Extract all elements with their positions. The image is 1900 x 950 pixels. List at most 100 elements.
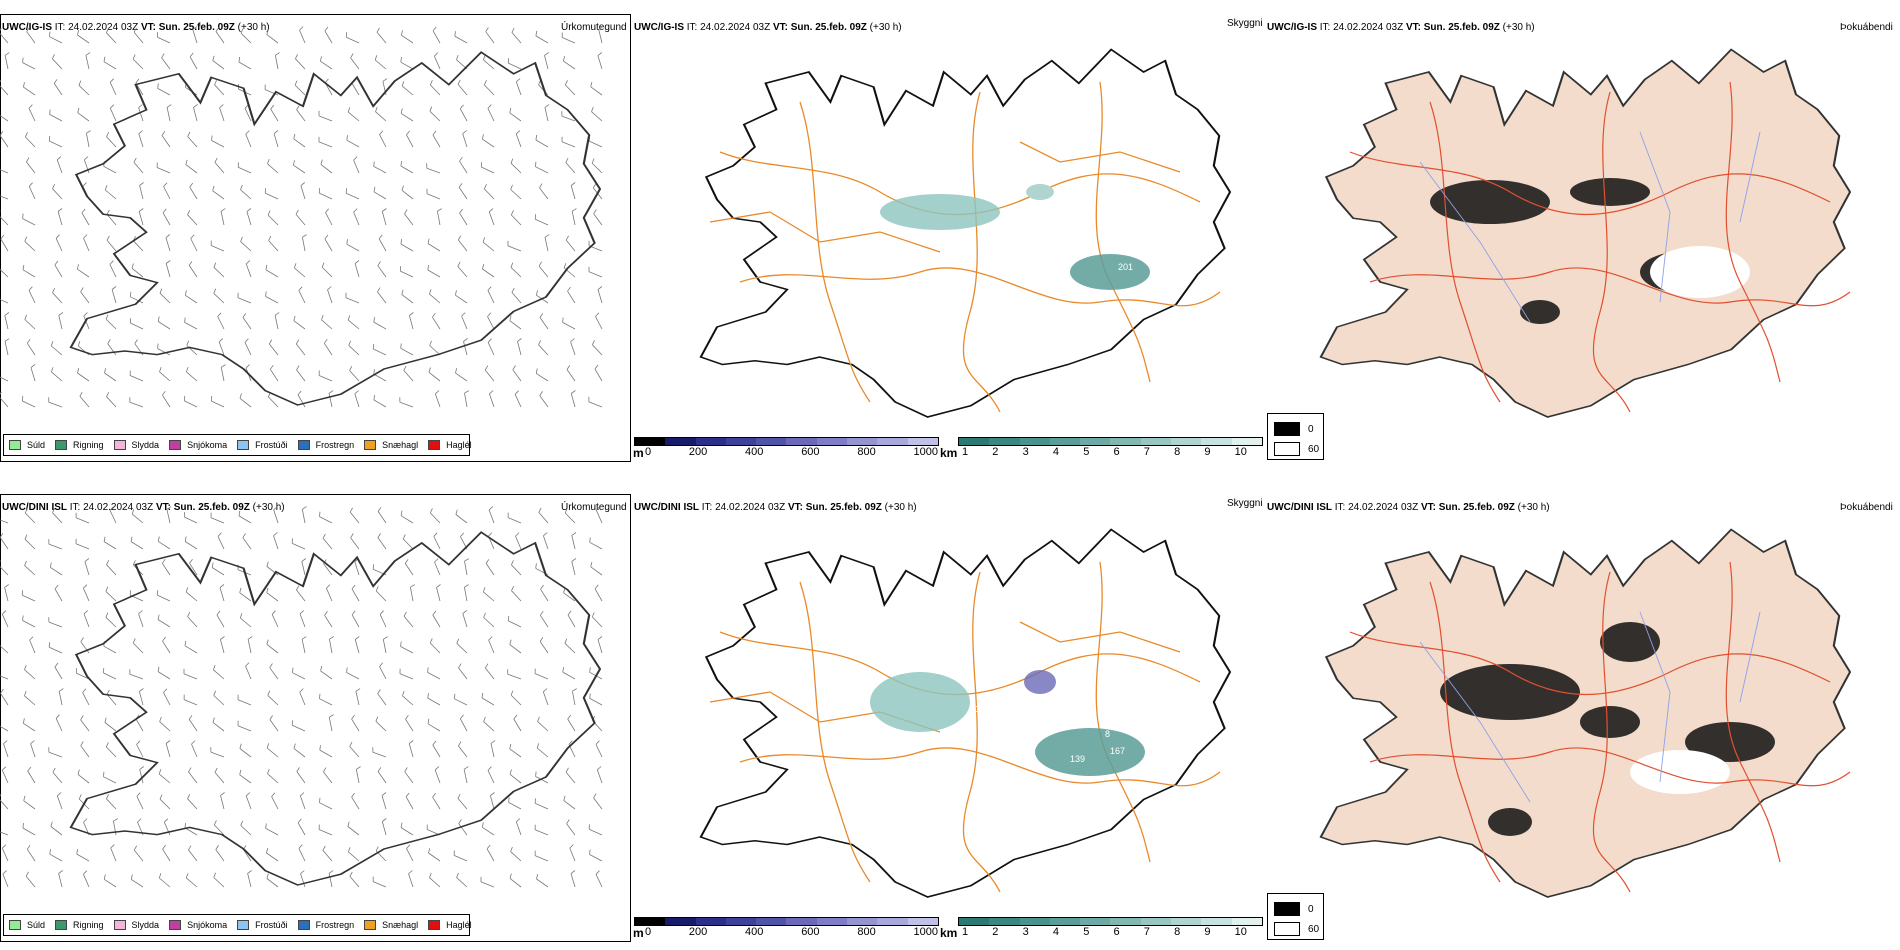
wind-barb — [399, 673, 414, 680]
wind-barb-flag — [512, 365, 516, 370]
wind-barb — [212, 60, 225, 70]
wind-barb — [104, 372, 117, 382]
wind-barb-flag — [293, 133, 296, 139]
wind-barb-flag — [593, 793, 597, 799]
wind-barb-flag — [320, 159, 323, 165]
wind-barb-flag — [132, 638, 136, 644]
wind-barb-flag — [83, 312, 88, 317]
wind-barb — [410, 587, 414, 602]
wind-barb-flag — [268, 235, 272, 241]
wind-barb-flag — [220, 636, 225, 640]
wind-barb-flag — [351, 610, 356, 616]
wind-barb-flag — [482, 237, 485, 243]
wind-barb — [351, 796, 360, 810]
wind-barb-flag — [324, 610, 328, 616]
wind-barb — [373, 348, 387, 356]
wind-barb-flag — [456, 638, 460, 644]
wind-barb-flag — [382, 208, 387, 212]
colorbar-segment — [1080, 918, 1111, 925]
wind-barb-flag — [84, 156, 89, 161]
wind-barb-flag — [244, 338, 249, 343]
wind-barb — [245, 263, 252, 278]
wind-barb-flag — [464, 584, 469, 588]
colorbar-segment — [1019, 438, 1050, 445]
wind-barb-flag — [400, 343, 402, 349]
wind-barb — [80, 291, 90, 304]
colorbar-segment — [1201, 918, 1232, 925]
legend-label: Frostúði — [255, 440, 288, 450]
wind-barb — [269, 719, 279, 732]
wind-barb-flag — [461, 312, 466, 317]
wind-barb-flag — [246, 208, 252, 212]
wind-barb — [1, 770, 9, 784]
wind-barb-flag — [269, 715, 273, 720]
wind-barb-flag — [432, 26, 437, 32]
wind-barb-flag — [271, 610, 276, 615]
wind-barb-flag — [377, 767, 382, 772]
wind-barb-flag — [130, 536, 133, 542]
wind-barb — [22, 269, 36, 278]
colorbar-segment — [1049, 918, 1081, 925]
wind-barb — [373, 399, 387, 408]
wind-barb — [565, 239, 576, 252]
wind-barb-flag — [535, 134, 538, 141]
legend-label: Súld — [27, 440, 46, 450]
wind-barb — [26, 31, 36, 44]
wind-barb-flag — [110, 104, 115, 109]
wind-barb — [138, 211, 144, 226]
wind-barb — [598, 29, 603, 44]
wind-barb — [184, 400, 198, 408]
wind-barb — [459, 160, 468, 174]
wind-barb-flag — [595, 740, 600, 745]
colorbar-segment — [1140, 918, 1172, 925]
wind-barb — [265, 296, 279, 304]
wind-barb — [511, 590, 522, 602]
colorbar-segment — [1171, 918, 1202, 925]
wind-barb — [163, 822, 171, 836]
wind-barb-flag — [58, 688, 64, 692]
wind-barb-flag — [265, 291, 267, 297]
wind-barb — [138, 613, 144, 628]
wind-barb — [458, 823, 468, 836]
wind-barb — [22, 62, 36, 70]
wind-barb — [213, 267, 225, 278]
wind-barb — [83, 613, 90, 628]
wind-barb — [26, 343, 36, 356]
wind-barb — [457, 798, 468, 810]
wind-barb — [0, 519, 9, 524]
wind-barb-flag — [381, 792, 387, 796]
wind-barb-flag — [437, 208, 442, 212]
wind-barb-flag — [273, 532, 278, 537]
wind-barb-flag — [562, 317, 564, 323]
wind-barb — [535, 373, 549, 382]
wind-barb — [28, 186, 36, 200]
wind-barb-flag — [184, 290, 187, 296]
wind-barb — [346, 36, 360, 44]
wind-barb — [593, 213, 603, 226]
wind-barb-flag — [240, 820, 243, 826]
wind-barb — [355, 691, 360, 706]
wind-barb — [326, 588, 333, 602]
wind-barb-flag — [131, 263, 134, 269]
wind-barb — [159, 877, 171, 888]
wind-barb-flag — [565, 157, 569, 163]
wind-barb — [189, 562, 198, 576]
wind-barb-flag — [353, 208, 358, 213]
wind-barb — [271, 614, 279, 628]
wind-barb-flag — [56, 156, 62, 161]
wind-barb-flag — [487, 338, 492, 343]
colorbar-tick-label: 1000 — [913, 926, 938, 938]
colorbar-tick-label: 0 — [645, 446, 652, 458]
wind-barb — [240, 617, 252, 628]
wind-barb-flag — [483, 612, 486, 618]
wind-barb-flag — [348, 847, 351, 853]
wind-barb — [351, 718, 360, 732]
wind-barb-flag — [485, 27, 489, 32]
wind-barb — [508, 62, 522, 70]
wind-barb-flag — [185, 587, 189, 593]
wind-barb-flag — [321, 314, 324, 320]
wind-barb — [215, 31, 225, 44]
wind-barb — [455, 514, 468, 524]
wind-barb-flag — [213, 664, 216, 670]
wind-barb-flag — [298, 286, 303, 291]
